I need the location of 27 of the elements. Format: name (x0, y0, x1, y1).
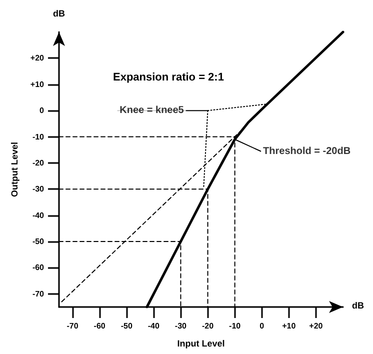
y-tick-label: -20 (32, 158, 45, 168)
x-axis-title: Input Level (177, 338, 225, 348)
x-tick-label: +20 (309, 322, 324, 330)
text: dB (53, 8, 66, 18)
y-tick-label: -40 (32, 210, 45, 220)
y-tick-label: -60 (32, 263, 45, 272)
x-tick-label: -20 (202, 322, 214, 330)
x-tick-label: +10 (282, 322, 296, 330)
x-tick-label: -10 (229, 322, 242, 330)
x-tick-label: -60 (94, 322, 106, 330)
annotation: Knee = knee5 (120, 105, 184, 116)
y-tick-label: -70 (32, 289, 45, 298)
y-tick-label: +10 (30, 80, 45, 89)
annotation: Threshold = -20dB (263, 146, 351, 157)
x-tick-label: -50 (120, 322, 133, 330)
y-tick-label: -50 (32, 237, 45, 246)
text: dB (352, 300, 364, 310)
x-tick-label: 0 (260, 322, 265, 330)
x-tick-label: -30 (174, 322, 188, 330)
x-tick-label: -70 (66, 322, 79, 330)
y-tick-label: -30 (32, 184, 45, 194)
y-tick-label: -10 (32, 132, 45, 142)
y-tick-label: +20 (30, 54, 45, 63)
annotation: Expansion ratio = 2:1 (113, 72, 224, 84)
x-tick-label: -40 (148, 322, 160, 330)
y-axis-title: Output Level (10, 142, 20, 198)
y-tick-label: 0 (40, 106, 45, 116)
